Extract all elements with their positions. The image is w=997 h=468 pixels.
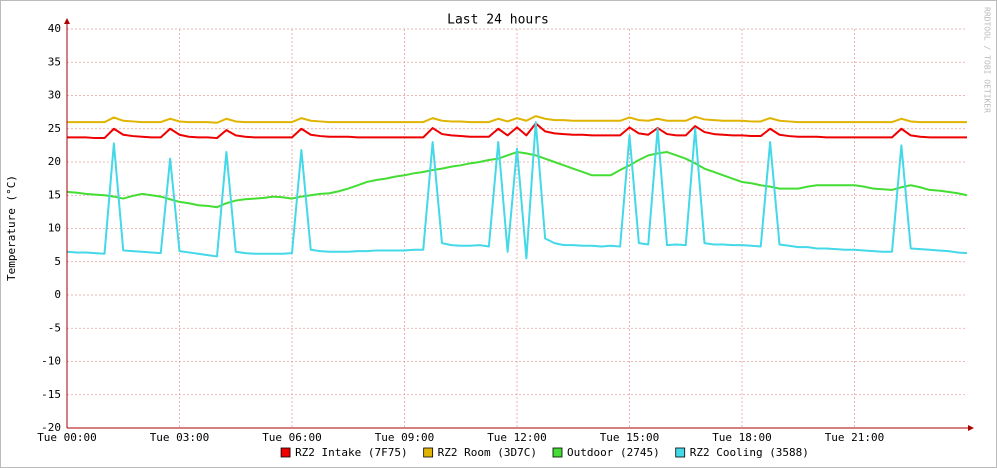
legend-item: RZ2 Room (3D7C)	[423, 446, 537, 459]
x-tick-label: Tue 00:00	[37, 431, 97, 444]
x-tick-label: Tue 06:00	[262, 431, 322, 444]
series-line	[66, 121, 968, 260]
legend-label: Outdoor (2745)	[567, 446, 660, 459]
y-arrow	[64, 18, 70, 24]
legend-item: Outdoor (2745)	[552, 446, 660, 459]
legend-swatch	[280, 447, 291, 458]
chart-title: Last 24 hours	[447, 13, 549, 28]
x-tick-label: Tue 03:00	[150, 431, 210, 444]
series-line	[67, 122, 967, 140]
y-tick-label: 20	[48, 155, 61, 168]
y-tick-label: -20	[41, 421, 61, 434]
y-tick-label: -5	[48, 321, 61, 334]
y-tick-label: 10	[48, 222, 61, 235]
legend-item: RZ2 Intake (7F75)	[280, 446, 408, 459]
lines	[66, 115, 968, 260]
x-tick-label: Tue 18:00	[712, 431, 772, 444]
y-axis-label: Temperature (°C)	[5, 175, 18, 281]
y-tick-label: 40	[48, 22, 61, 35]
x-arrow	[968, 425, 974, 431]
legend-swatch	[675, 447, 686, 458]
y-tick-label: 35	[48, 55, 61, 68]
legend-label: RZ2 Cooling (3588)	[690, 446, 809, 459]
y-tick-label: 15	[48, 188, 61, 201]
legend-label: RZ2 Room (3D7C)	[438, 446, 537, 459]
series-line	[67, 115, 967, 124]
legend-label: RZ2 Intake (7F75)	[295, 446, 408, 459]
legend-swatch	[552, 447, 563, 458]
watermark: RRDTOOL / TOBI OETIKER	[983, 7, 992, 113]
y-tick-label: -10	[41, 355, 61, 368]
y-tick-label: 0	[54, 288, 61, 301]
x-tick-label: Tue 21:00	[825, 431, 885, 444]
grid	[66, 28, 967, 429]
y-tick-label: -15	[41, 388, 61, 401]
y-tick-label: 5	[54, 255, 61, 268]
legend: RZ2 Intake (7F75) RZ2 Room (3D7C) Outdoor …	[280, 446, 809, 459]
legend-item: RZ2 Cooling (3588)	[675, 446, 809, 459]
y-tick-label: 25	[48, 122, 61, 135]
y-tick-label: 30	[48, 89, 61, 102]
legend-swatch	[423, 447, 434, 458]
x-tick-label: Tue 12:00	[487, 431, 547, 444]
x-tick-label: Tue 09:00	[375, 431, 435, 444]
x-tick-label: Tue 15:00	[600, 431, 660, 444]
